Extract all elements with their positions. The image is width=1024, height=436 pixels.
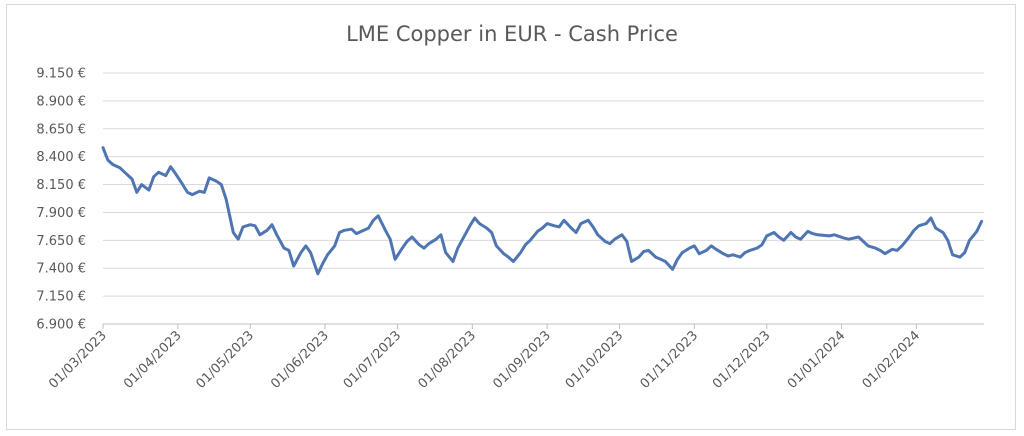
x-tick-label: 01/05/2023 [193, 328, 257, 392]
y-axis-tick-labels: 6.900 € 7.150 € 7.400 € 7.650 € 7.900 € 8.150… [36, 67, 86, 333]
x-tick-label: 01/12/2023 [710, 328, 774, 392]
y-tick-label: 7.150 € [36, 290, 86, 305]
x-tick-label: 01/10/2023 [563, 328, 627, 392]
chart-title: LME Copper in EUR - Cash Price [346, 22, 678, 46]
gridlines [103, 72, 984, 325]
y-tick-label: 8.150 € [36, 178, 86, 193]
y-tick-label: 8.900 € [36, 94, 86, 109]
x-tick-label: 01/11/2023 [638, 328, 702, 392]
x-axis-tick-labels: 01/03/2023 01/04/2023 01/05/2023 01/06/2023… [46, 328, 923, 392]
y-tick-label: 9.150 € [36, 67, 86, 82]
y-tick-label: 7.400 € [36, 262, 86, 277]
y-tick-label: 8.650 € [36, 122, 86, 137]
x-tick-label: 01/07/2023 [341, 328, 405, 392]
x-tick-label: 01/03/2023 [46, 328, 110, 392]
x-tick-label: 01/06/2023 [268, 328, 332, 392]
x-tick-label: 01/08/2023 [416, 328, 480, 392]
y-tick-label: 7.650 € [36, 234, 86, 249]
y-tick-label: 7.900 € [36, 206, 86, 221]
x-tick-label: 01/09/2023 [490, 328, 554, 392]
x-axis [102, 323, 984, 329]
series-line [101, 146, 984, 276]
x-tick-label: 01/02/2024 [860, 328, 924, 392]
series-group [101, 146, 984, 276]
chart-frame [6, 4, 1016, 430]
y-tick-label: 6.900 € [36, 318, 86, 333]
y-tick-label: 8.400 € [36, 150, 86, 165]
x-tick-label: 01/04/2023 [121, 328, 185, 392]
x-tick-label: 01/01/2024 [785, 328, 849, 392]
